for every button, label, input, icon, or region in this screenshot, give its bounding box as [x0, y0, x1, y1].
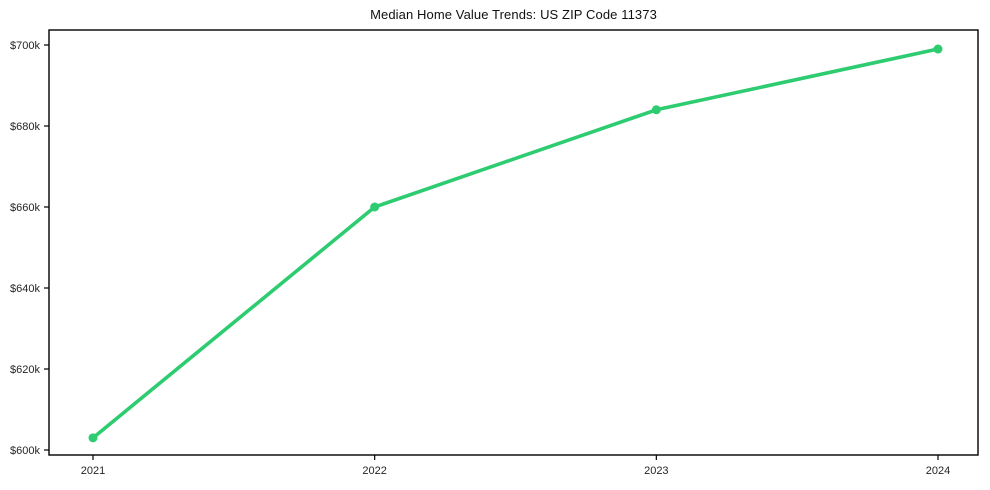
y-axis-tick-label: $620k [10, 364, 40, 376]
y-axis-tick-label: $680k [10, 121, 40, 133]
y-axis-tick-label: $640k [10, 283, 40, 295]
x-axis-tick-label: 2022 [362, 465, 386, 477]
chart-title: Median Home Value Trends: US ZIP Code 11… [370, 7, 657, 22]
trend-line [91, 47, 940, 440]
data-point-2022 [370, 202, 380, 212]
y-axis-tick-label: $700k [10, 40, 40, 52]
y-axis-tick-label: $660k [10, 202, 40, 214]
x-axis-tick-label: 2021 [81, 465, 105, 477]
y-axis-tick-label: $600k [10, 445, 40, 457]
data-point-2021 [88, 433, 98, 443]
x-axis-tick-label: 2024 [926, 465, 950, 477]
x-axis-tick-label: 2023 [644, 465, 668, 477]
plot-border [48, 29, 979, 456]
data-point-2023 [651, 105, 661, 115]
data-point-2024 [933, 44, 943, 54]
